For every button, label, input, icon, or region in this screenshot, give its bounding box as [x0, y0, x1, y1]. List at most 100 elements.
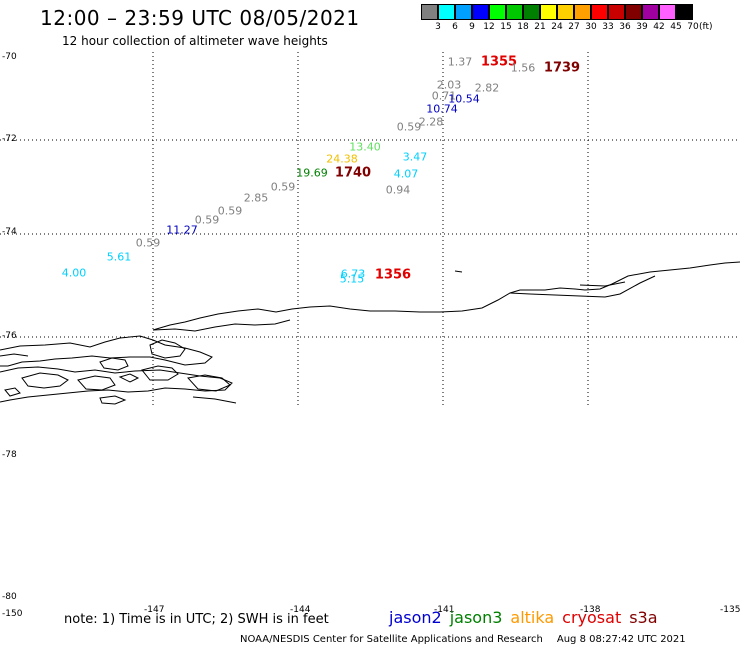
legend-jason2: jason2	[389, 608, 442, 627]
graticule	[0, 52, 740, 406]
colorbar-label: 27	[568, 22, 580, 32]
colorbar-swatch	[574, 4, 591, 20]
colorbar-label: 45	[670, 22, 682, 32]
wave-height-value: 5.15	[339, 272, 365, 286]
legend-s3a: s3a	[629, 608, 658, 627]
colorbar-label: 9	[469, 22, 475, 32]
island	[4, 387, 21, 397]
colorbar-label: 21	[534, 22, 546, 32]
legend-altika: altika	[510, 608, 555, 627]
colorbar-swatch	[472, 4, 489, 20]
colorbar-label: 18	[517, 22, 529, 32]
colorbar-label: 24	[551, 22, 563, 32]
lat-label: -72	[2, 134, 17, 144]
wave-height-value: 2.85	[243, 191, 269, 205]
coast-fragment	[192, 396, 237, 404]
wave-height-value: 0.71	[431, 89, 457, 103]
wave-height-value: 4.07	[393, 167, 419, 181]
lon-label: -141	[434, 605, 455, 615]
ice-shelf-edge	[152, 261, 740, 331]
colorbar-swatch	[540, 4, 557, 20]
island	[187, 374, 231, 392]
island	[77, 375, 116, 391]
lat-label: -80	[2, 592, 17, 602]
map-subtitle: 12 hour collection of altimeter wave hei…	[62, 34, 328, 48]
lat-label: -74	[2, 227, 17, 237]
colorbar-label: 12	[483, 22, 495, 32]
satellite-pass-time: 1356	[374, 267, 412, 283]
colorbar-swatch	[642, 4, 659, 20]
units-note: note: 1) Time is in UTC; 2) SWH is in fe…	[64, 612, 329, 627]
colorbar-label: 33	[602, 22, 614, 32]
wave-height-value: 19.69	[296, 166, 328, 180]
map-title: 12:00 – 23:59 UTC 08/05/2021	[40, 6, 360, 30]
colorbar-label: 6	[452, 22, 458, 32]
wave-height-value: 0.59	[396, 120, 422, 134]
generation-timestamp: Aug 8 08:27:42 UTC 2021	[556, 634, 686, 645]
satellite-legend: jason2 jason3 altika cryosat s3a	[389, 608, 666, 627]
wave-height-value: 6.73	[340, 267, 366, 281]
wave-height-value: 0.59	[135, 236, 161, 250]
legend-jason3: jason3	[449, 608, 503, 627]
lon-label: -150	[2, 609, 23, 619]
wave-height-value: 2.28	[418, 115, 444, 129]
wave-height-value: 0.59	[194, 213, 220, 227]
wave-height-value: 3.47	[402, 150, 428, 164]
island	[21, 372, 69, 389]
colorbar-label: 30	[585, 22, 597, 32]
colorbar-swatch	[489, 4, 506, 20]
lon-label: -135	[720, 605, 740, 615]
coast-lobe	[0, 335, 213, 367]
wave-height-value: 2.03	[436, 78, 462, 92]
colorbar-swatch	[455, 4, 472, 20]
wave-height-value: 2.82	[474, 81, 500, 95]
colorbar-swatch	[523, 4, 540, 20]
wave-height-value: 24.38	[326, 152, 358, 166]
colorbar-label: 39	[636, 22, 648, 32]
colorbar-swatch	[676, 4, 693, 20]
credit-text: NOAA/NESDIS Center for Satellite Applica…	[240, 634, 543, 645]
wave-height-value: 5.61	[106, 250, 132, 264]
colorbar-label: 15	[500, 22, 512, 32]
satellite-pass-time: 1355	[480, 54, 518, 70]
colorbar-swatch	[659, 4, 676, 20]
colorbar-label: 70	[687, 22, 699, 32]
colorbar-label: 36	[619, 22, 631, 32]
lat-label: -78	[2, 450, 17, 460]
island	[149, 339, 186, 359]
coast-fragment	[0, 353, 29, 357]
legend-cryosat: cryosat	[562, 608, 622, 627]
lon-label: -138	[580, 605, 601, 615]
colorbar-label: 42	[653, 22, 665, 32]
wave-height-value: 10.74	[426, 102, 458, 116]
wave-height-value: 13.40	[349, 140, 381, 154]
coast-segment	[579, 281, 626, 287]
island	[141, 365, 179, 381]
colorbar-swatch	[557, 4, 574, 20]
wave-height-value: 1.37	[447, 55, 473, 69]
coast-fragment	[454, 270, 463, 273]
credit-line: NOAA/NESDIS Center for Satellite Applica…	[240, 634, 686, 645]
wave-height-value: 10.54	[448, 92, 480, 106]
wave-height-value: 1.56	[510, 61, 536, 75]
colorbar-swatch	[438, 4, 455, 20]
ice-shelf-inner	[152, 319, 291, 332]
island	[99, 395, 127, 405]
coast-segment	[509, 275, 656, 298]
wave-height-value: 0.94	[385, 183, 411, 197]
colorbar-swatch	[421, 4, 438, 20]
wave-height-value: 4.00	[61, 266, 87, 280]
lat-label: -76	[2, 331, 17, 341]
island	[99, 357, 129, 371]
coast-lobe	[0, 366, 233, 403]
wave-height-value: 0.59	[217, 204, 243, 218]
colorbar-swatch	[506, 4, 523, 20]
lat-label: -70	[2, 52, 17, 62]
colorbar-unit: (ft)	[699, 22, 713, 32]
colorbar-label: 3	[435, 22, 441, 32]
satellite-pass-time: 1740	[334, 165, 372, 181]
colorbar-swatch	[608, 4, 625, 20]
satellite-pass-time: 1739	[543, 60, 581, 76]
